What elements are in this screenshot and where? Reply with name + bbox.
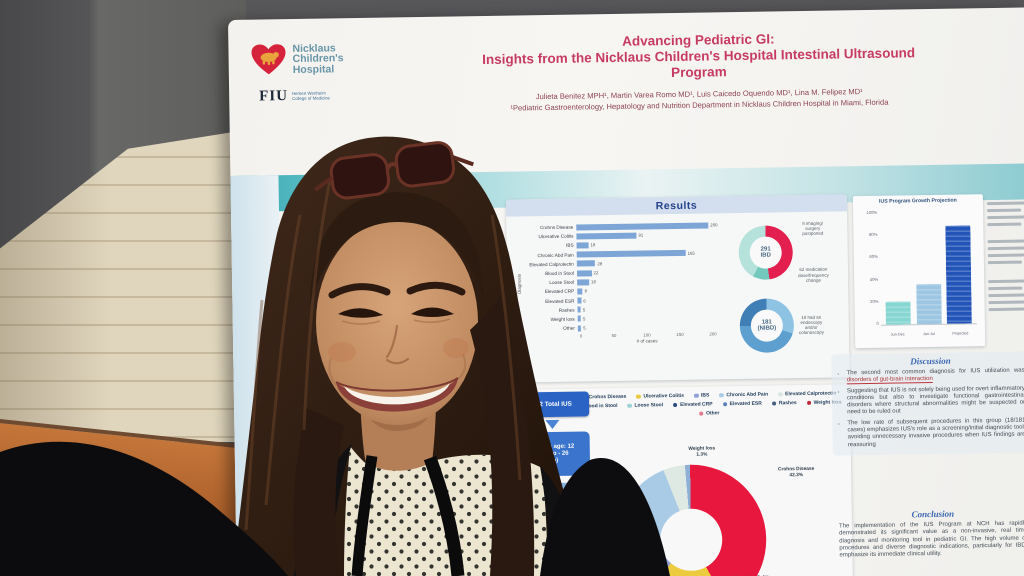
neck-shadow: [362, 402, 434, 431]
research-poster: Nicklaus Children's Hospital FIU Herbert…: [228, 7, 1024, 576]
heart-bear-icon: [251, 44, 286, 75]
smile-creases: [328, 353, 467, 387]
blazer-left-arm: [0, 441, 288, 576]
hair-lock-left: [293, 408, 344, 576]
lanyard-strap: [351, 455, 378, 576]
hair-fringe: [310, 192, 484, 305]
sunglasses: [314, 141, 474, 200]
eyebrows: [328, 281, 466, 299]
smile: [335, 377, 459, 412]
lanyard-strap: [423, 455, 465, 576]
cheeks: [328, 338, 469, 362]
hair-lock-right: [470, 296, 535, 576]
hair-highlights: [244, 179, 522, 531]
nose: [385, 324, 410, 365]
face: [316, 219, 478, 425]
eyes: [338, 307, 454, 318]
eye-creases: [341, 318, 451, 325]
nch-logo: Nicklaus Children's Hospital: [250, 41, 430, 77]
blazer-right-shoulder: [540, 457, 670, 576]
logo-block: Nicklaus Children's Hospital FIU Herbert…: [250, 41, 431, 106]
